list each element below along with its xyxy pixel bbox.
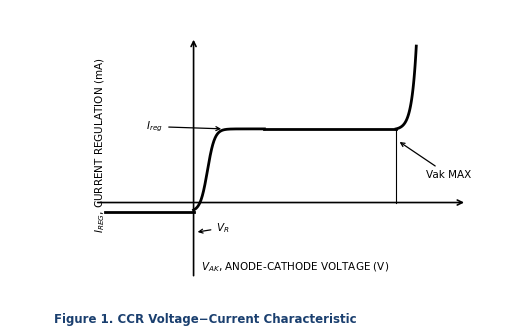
Text: $I_{REG}$, CURRENT REGULATION (mA): $I_{REG}$, CURRENT REGULATION (mA) [93,57,107,233]
Text: $V_R$: $V_R$ [199,221,230,235]
Text: $I_{reg}$: $I_{reg}$ [146,120,220,134]
Text: Vak MAX: Vak MAX [401,143,471,180]
Text: $V_{AK}$, ANODE-CATHODE VOLTAGE (V): $V_{AK}$, ANODE-CATHODE VOLTAGE (V) [201,260,389,274]
Text: Figure 1. CCR Voltage−Current Characteristic: Figure 1. CCR Voltage−Current Characteri… [54,313,357,326]
